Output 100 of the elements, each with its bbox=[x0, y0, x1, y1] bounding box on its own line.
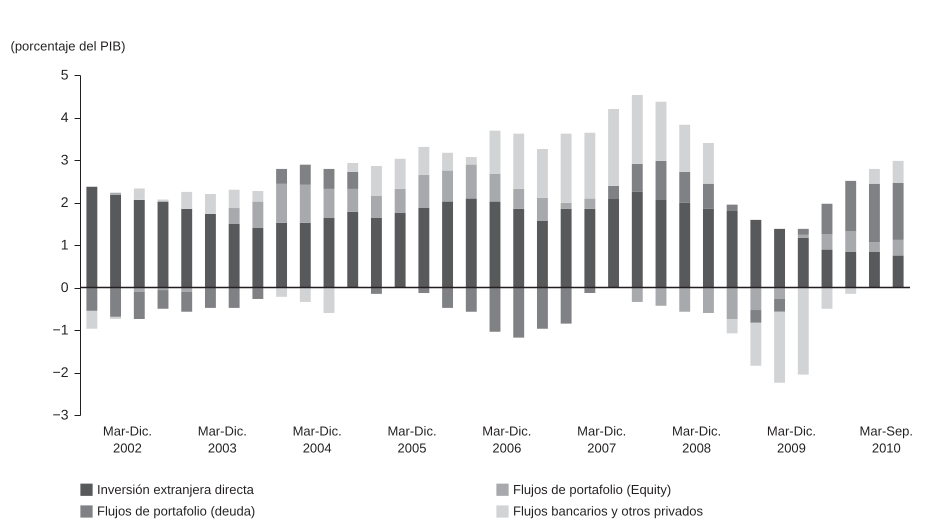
bar bbox=[276, 222, 288, 288]
bar bbox=[656, 200, 666, 288]
bar bbox=[86, 288, 98, 311]
bar bbox=[394, 212, 406, 288]
y-tick-label: 5 bbox=[60, 66, 69, 82]
bar bbox=[726, 211, 738, 288]
bar bbox=[702, 184, 714, 209]
bar bbox=[560, 202, 572, 209]
bar bbox=[726, 318, 738, 334]
bar bbox=[632, 192, 643, 288]
y-axis-title: (porcentaje del PIB) bbox=[10, 38, 126, 54]
bar bbox=[679, 172, 690, 203]
bar bbox=[252, 191, 264, 202]
bar bbox=[822, 288, 832, 309]
x-tick-label: Mar-Dic. 2007 bbox=[577, 424, 626, 456]
bar bbox=[490, 202, 500, 288]
bar bbox=[702, 288, 714, 313]
bar bbox=[394, 188, 406, 213]
bar bbox=[86, 310, 98, 329]
bar bbox=[679, 288, 690, 312]
x-tick-label: Mar-Dic. 2004 bbox=[292, 424, 342, 456]
bar bbox=[324, 188, 334, 218]
bar bbox=[370, 218, 382, 288]
bar bbox=[584, 208, 596, 288]
bar bbox=[892, 256, 904, 288]
y-tick-label: −2 bbox=[52, 364, 69, 380]
bar bbox=[300, 288, 311, 302]
bar bbox=[442, 288, 454, 308]
bar bbox=[774, 228, 786, 288]
x-tick-label: Mar-Dic. 2003 bbox=[198, 424, 247, 456]
bar bbox=[442, 152, 454, 171]
bar bbox=[822, 250, 832, 288]
bar bbox=[632, 288, 643, 302]
bar bbox=[679, 202, 690, 288]
bar bbox=[513, 134, 524, 189]
bar bbox=[466, 157, 477, 165]
bar bbox=[750, 288, 762, 310]
bar bbox=[726, 204, 738, 211]
bar bbox=[300, 164, 311, 185]
bar bbox=[490, 174, 500, 202]
bar bbox=[347, 212, 358, 288]
bar bbox=[158, 202, 168, 288]
bar bbox=[466, 198, 477, 288]
bar bbox=[536, 220, 548, 288]
bar bbox=[370, 196, 382, 218]
bar bbox=[608, 186, 620, 199]
bar bbox=[822, 204, 832, 234]
bar bbox=[798, 234, 809, 238]
legend-label: Flujos de portafolio (deuda) bbox=[97, 504, 256, 518]
bar bbox=[181, 208, 192, 288]
y-tick-label: 1 bbox=[60, 236, 69, 252]
x-tick-label: Mar-Dic. 2005 bbox=[387, 424, 437, 456]
bar bbox=[656, 160, 666, 200]
bar bbox=[774, 298, 786, 312]
bar bbox=[252, 228, 264, 288]
bar bbox=[418, 208, 430, 288]
bar bbox=[608, 198, 620, 288]
bar bbox=[228, 288, 240, 308]
x-tick-label: Mar-Dic. 2006 bbox=[482, 424, 532, 456]
bar bbox=[536, 198, 548, 221]
legend-label: Inversión extranjera directa bbox=[97, 482, 255, 497]
bar bbox=[868, 252, 880, 288]
bar bbox=[252, 288, 264, 299]
bar bbox=[228, 208, 240, 224]
bar bbox=[584, 132, 596, 199]
x-tick-label: Mar-Sep. 2010 bbox=[860, 424, 914, 456]
bar bbox=[490, 288, 500, 332]
bar bbox=[774, 312, 786, 383]
y-tick-label: −1 bbox=[52, 322, 69, 338]
bar bbox=[560, 134, 572, 203]
bar bbox=[370, 166, 382, 196]
bar bbox=[324, 218, 334, 288]
bar bbox=[513, 188, 524, 209]
bar bbox=[892, 240, 904, 256]
x-tick-label: Mar-Dic. 2009 bbox=[766, 424, 816, 456]
bar bbox=[845, 180, 856, 231]
bar bbox=[324, 168, 334, 189]
bar bbox=[822, 234, 832, 250]
bar bbox=[442, 202, 454, 288]
bar bbox=[750, 220, 762, 288]
legend-label: Flujos bancarios y otros privados bbox=[513, 504, 704, 518]
bar bbox=[798, 238, 809, 288]
bar bbox=[702, 143, 714, 184]
bar bbox=[252, 202, 264, 228]
bar bbox=[868, 242, 880, 252]
bar bbox=[536, 148, 548, 198]
bar bbox=[347, 162, 358, 172]
y-tick-label: 4 bbox=[60, 109, 69, 125]
bar bbox=[845, 230, 856, 252]
bar bbox=[798, 228, 809, 235]
bar bbox=[300, 222, 311, 288]
bar bbox=[750, 310, 762, 323]
y-tick-label: 2 bbox=[60, 194, 69, 210]
bar bbox=[276, 168, 288, 184]
x-tick-label: Mar-Dic. 2002 bbox=[102, 424, 152, 456]
bar bbox=[845, 252, 856, 288]
bar bbox=[466, 288, 477, 312]
bar bbox=[868, 184, 880, 242]
bar bbox=[656, 288, 666, 306]
bar bbox=[204, 194, 216, 214]
